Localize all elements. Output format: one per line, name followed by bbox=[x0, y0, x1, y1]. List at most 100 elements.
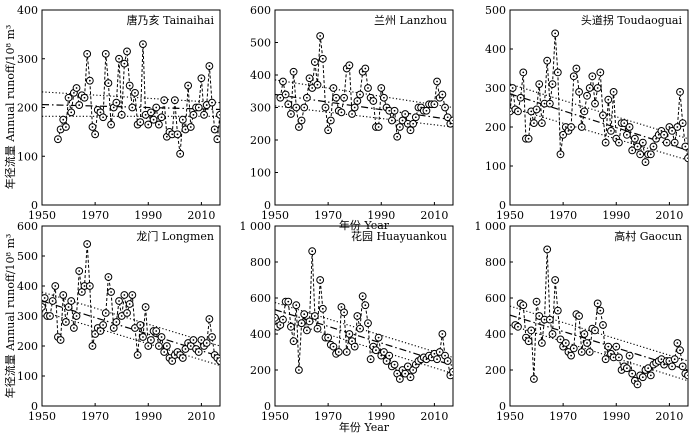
data-point-center bbox=[211, 101, 213, 104]
data-point-center bbox=[618, 356, 620, 359]
data-point bbox=[684, 154, 688, 163]
data-point-center bbox=[543, 318, 546, 321]
y-tick-label: 100 bbox=[17, 370, 38, 383]
data-point-center bbox=[120, 315, 123, 317]
panel-title: 唐乃亥 Tainaihai bbox=[127, 13, 215, 27]
data-point-center bbox=[559, 338, 562, 341]
data-point-center bbox=[78, 270, 81, 272]
confidence-lower-line bbox=[510, 106, 688, 161]
data-point-center bbox=[279, 324, 282, 326]
data-point-center bbox=[311, 87, 314, 89]
data-point-center bbox=[78, 104, 81, 106]
confidence-upper-line bbox=[42, 91, 220, 104]
data-point-center bbox=[319, 35, 322, 37]
data-point-center bbox=[594, 102, 596, 105]
data-point-center bbox=[588, 87, 591, 89]
data-point-center bbox=[308, 77, 311, 80]
confidence-lower-line bbox=[275, 317, 453, 375]
panel-toudaoguai: 头道拐 Toudaoguai 0 100 200 300 400 500 1950 1970 19… bbox=[485, 4, 689, 222]
data-point bbox=[216, 110, 220, 119]
data-point-center bbox=[639, 153, 642, 156]
y-tick-label: 1 000 bbox=[475, 220, 507, 233]
data-point-center bbox=[292, 70, 295, 73]
x-tick-label: 2010 bbox=[187, 209, 215, 222]
data-point-center bbox=[295, 304, 298, 307]
data-point-center bbox=[406, 122, 409, 125]
data-point-center bbox=[356, 100, 359, 102]
data-point-center bbox=[205, 342, 208, 344]
data-point-center bbox=[200, 339, 203, 341]
series-line bbox=[515, 249, 688, 386]
data-point-center bbox=[298, 369, 300, 371]
data-point-center bbox=[72, 327, 75, 329]
data-point-center bbox=[348, 333, 351, 335]
data-point-center bbox=[324, 106, 327, 109]
data-point-center bbox=[290, 113, 292, 115]
data-point-center bbox=[155, 330, 158, 332]
data-point-center bbox=[115, 321, 118, 323]
data-point-center bbox=[364, 304, 367, 307]
data-point-center bbox=[433, 352, 436, 355]
data-point-center bbox=[104, 52, 107, 55]
data-point-center bbox=[602, 114, 604, 117]
x-tick-label: 2010 bbox=[655, 209, 683, 222]
data-point-center bbox=[530, 110, 533, 113]
data-point-center bbox=[446, 360, 449, 362]
data-point-center bbox=[99, 111, 102, 114]
y-tick-label: 200 bbox=[250, 134, 271, 147]
data-point-center bbox=[91, 126, 94, 128]
data-point-center bbox=[647, 367, 650, 370]
y-tick-label: 100 bbox=[17, 150, 38, 163]
data-point-center bbox=[369, 358, 372, 361]
data-point-center bbox=[163, 99, 166, 102]
data-point-center bbox=[510, 110, 511, 113]
data-point-center bbox=[86, 52, 89, 55]
data-point-center bbox=[356, 315, 359, 317]
data-point-center bbox=[361, 295, 364, 298]
x-tick-label: 1990 bbox=[602, 410, 630, 423]
data-point-center bbox=[99, 330, 102, 332]
x-tick-label: 1970 bbox=[549, 410, 577, 423]
data-point-center bbox=[332, 87, 335, 89]
data-point-center bbox=[292, 340, 295, 343]
data-point-center bbox=[599, 309, 602, 312]
data-point-center bbox=[591, 75, 594, 78]
data-point-center bbox=[572, 75, 575, 78]
data-point-center bbox=[625, 367, 628, 370]
data-point bbox=[684, 371, 688, 380]
data-point-center bbox=[452, 370, 453, 373]
data-point-center bbox=[284, 93, 287, 96]
data-point-center bbox=[305, 96, 308, 99]
data-point-center bbox=[187, 84, 190, 87]
data-point-center bbox=[673, 358, 676, 361]
y-tick-label: 300 bbox=[17, 310, 38, 323]
x-tick-label: 1950 bbox=[496, 209, 524, 222]
x-tick-label: 1970 bbox=[549, 209, 577, 222]
confidence-upper-line bbox=[275, 79, 453, 109]
data-point-center bbox=[538, 83, 541, 85]
data-point-center bbox=[181, 118, 184, 121]
data-point-center bbox=[687, 157, 688, 160]
data-point-center bbox=[570, 354, 573, 357]
data-point-center bbox=[631, 149, 634, 152]
y-tick-label: 100 bbox=[250, 167, 271, 180]
plot-area bbox=[275, 247, 453, 383]
plot-frame bbox=[509, 225, 689, 407]
data-point-center bbox=[594, 329, 596, 332]
plot-area bbox=[42, 40, 220, 158]
data-point-center bbox=[335, 96, 338, 99]
data-point-center bbox=[305, 329, 308, 332]
data-point-center bbox=[102, 324, 105, 326]
data-point-center bbox=[51, 300, 54, 302]
data-point-center bbox=[343, 311, 345, 314]
data-point-center bbox=[385, 360, 388, 362]
data-point-center bbox=[527, 340, 530, 343]
data-point-center bbox=[65, 321, 67, 323]
data-point-center bbox=[383, 96, 385, 99]
data-point-center bbox=[404, 372, 407, 375]
data-point-center bbox=[300, 119, 303, 122]
data-point-center bbox=[86, 243, 89, 245]
data-point-center bbox=[171, 360, 174, 362]
plot-frame bbox=[41, 225, 221, 407]
data-point-center bbox=[665, 141, 668, 144]
